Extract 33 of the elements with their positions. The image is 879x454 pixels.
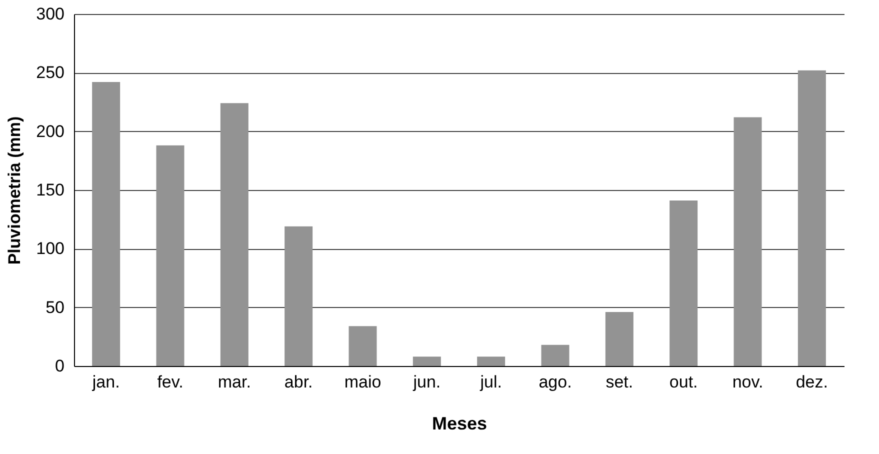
y-tick-label: 0 <box>55 356 64 376</box>
x-tick-label: jun. <box>412 372 441 392</box>
y-tick-label: 50 <box>46 298 64 317</box>
x-tick-label: set. <box>606 372 634 392</box>
bar <box>798 70 826 366</box>
x-tick-label: jul. <box>479 372 502 392</box>
x-tick-label: mar. <box>218 372 251 392</box>
x-tick-label: maio <box>344 372 382 392</box>
y-tick-label: 200 <box>36 122 64 141</box>
x-tick-label: nov. <box>732 372 764 392</box>
x-tick-label: ago. <box>538 372 572 392</box>
x-tick-label: abr. <box>284 372 313 392</box>
y-tick-label: 300 <box>36 4 64 24</box>
bar <box>670 200 698 366</box>
bar <box>412 356 441 366</box>
y-tick-label: 150 <box>36 180 64 200</box>
bar <box>156 145 184 366</box>
bar <box>605 312 634 366</box>
bar <box>92 82 120 366</box>
x-tick-label: jan. <box>91 372 120 392</box>
x-axis-title: Meses <box>432 414 488 434</box>
x-tick-label: dez. <box>796 372 828 392</box>
x-tick-label: out. <box>669 372 698 392</box>
bar <box>477 356 506 366</box>
y-tick-label: 100 <box>36 239 64 258</box>
x-tick-label: fev. <box>157 372 184 392</box>
bar <box>541 344 570 366</box>
bar <box>348 326 377 366</box>
bar <box>220 103 248 366</box>
y-tick-label: 250 <box>36 63 64 82</box>
bar <box>734 117 762 366</box>
y-axis-title: Pluviometria (mm) <box>5 116 24 265</box>
bar <box>284 226 313 366</box>
